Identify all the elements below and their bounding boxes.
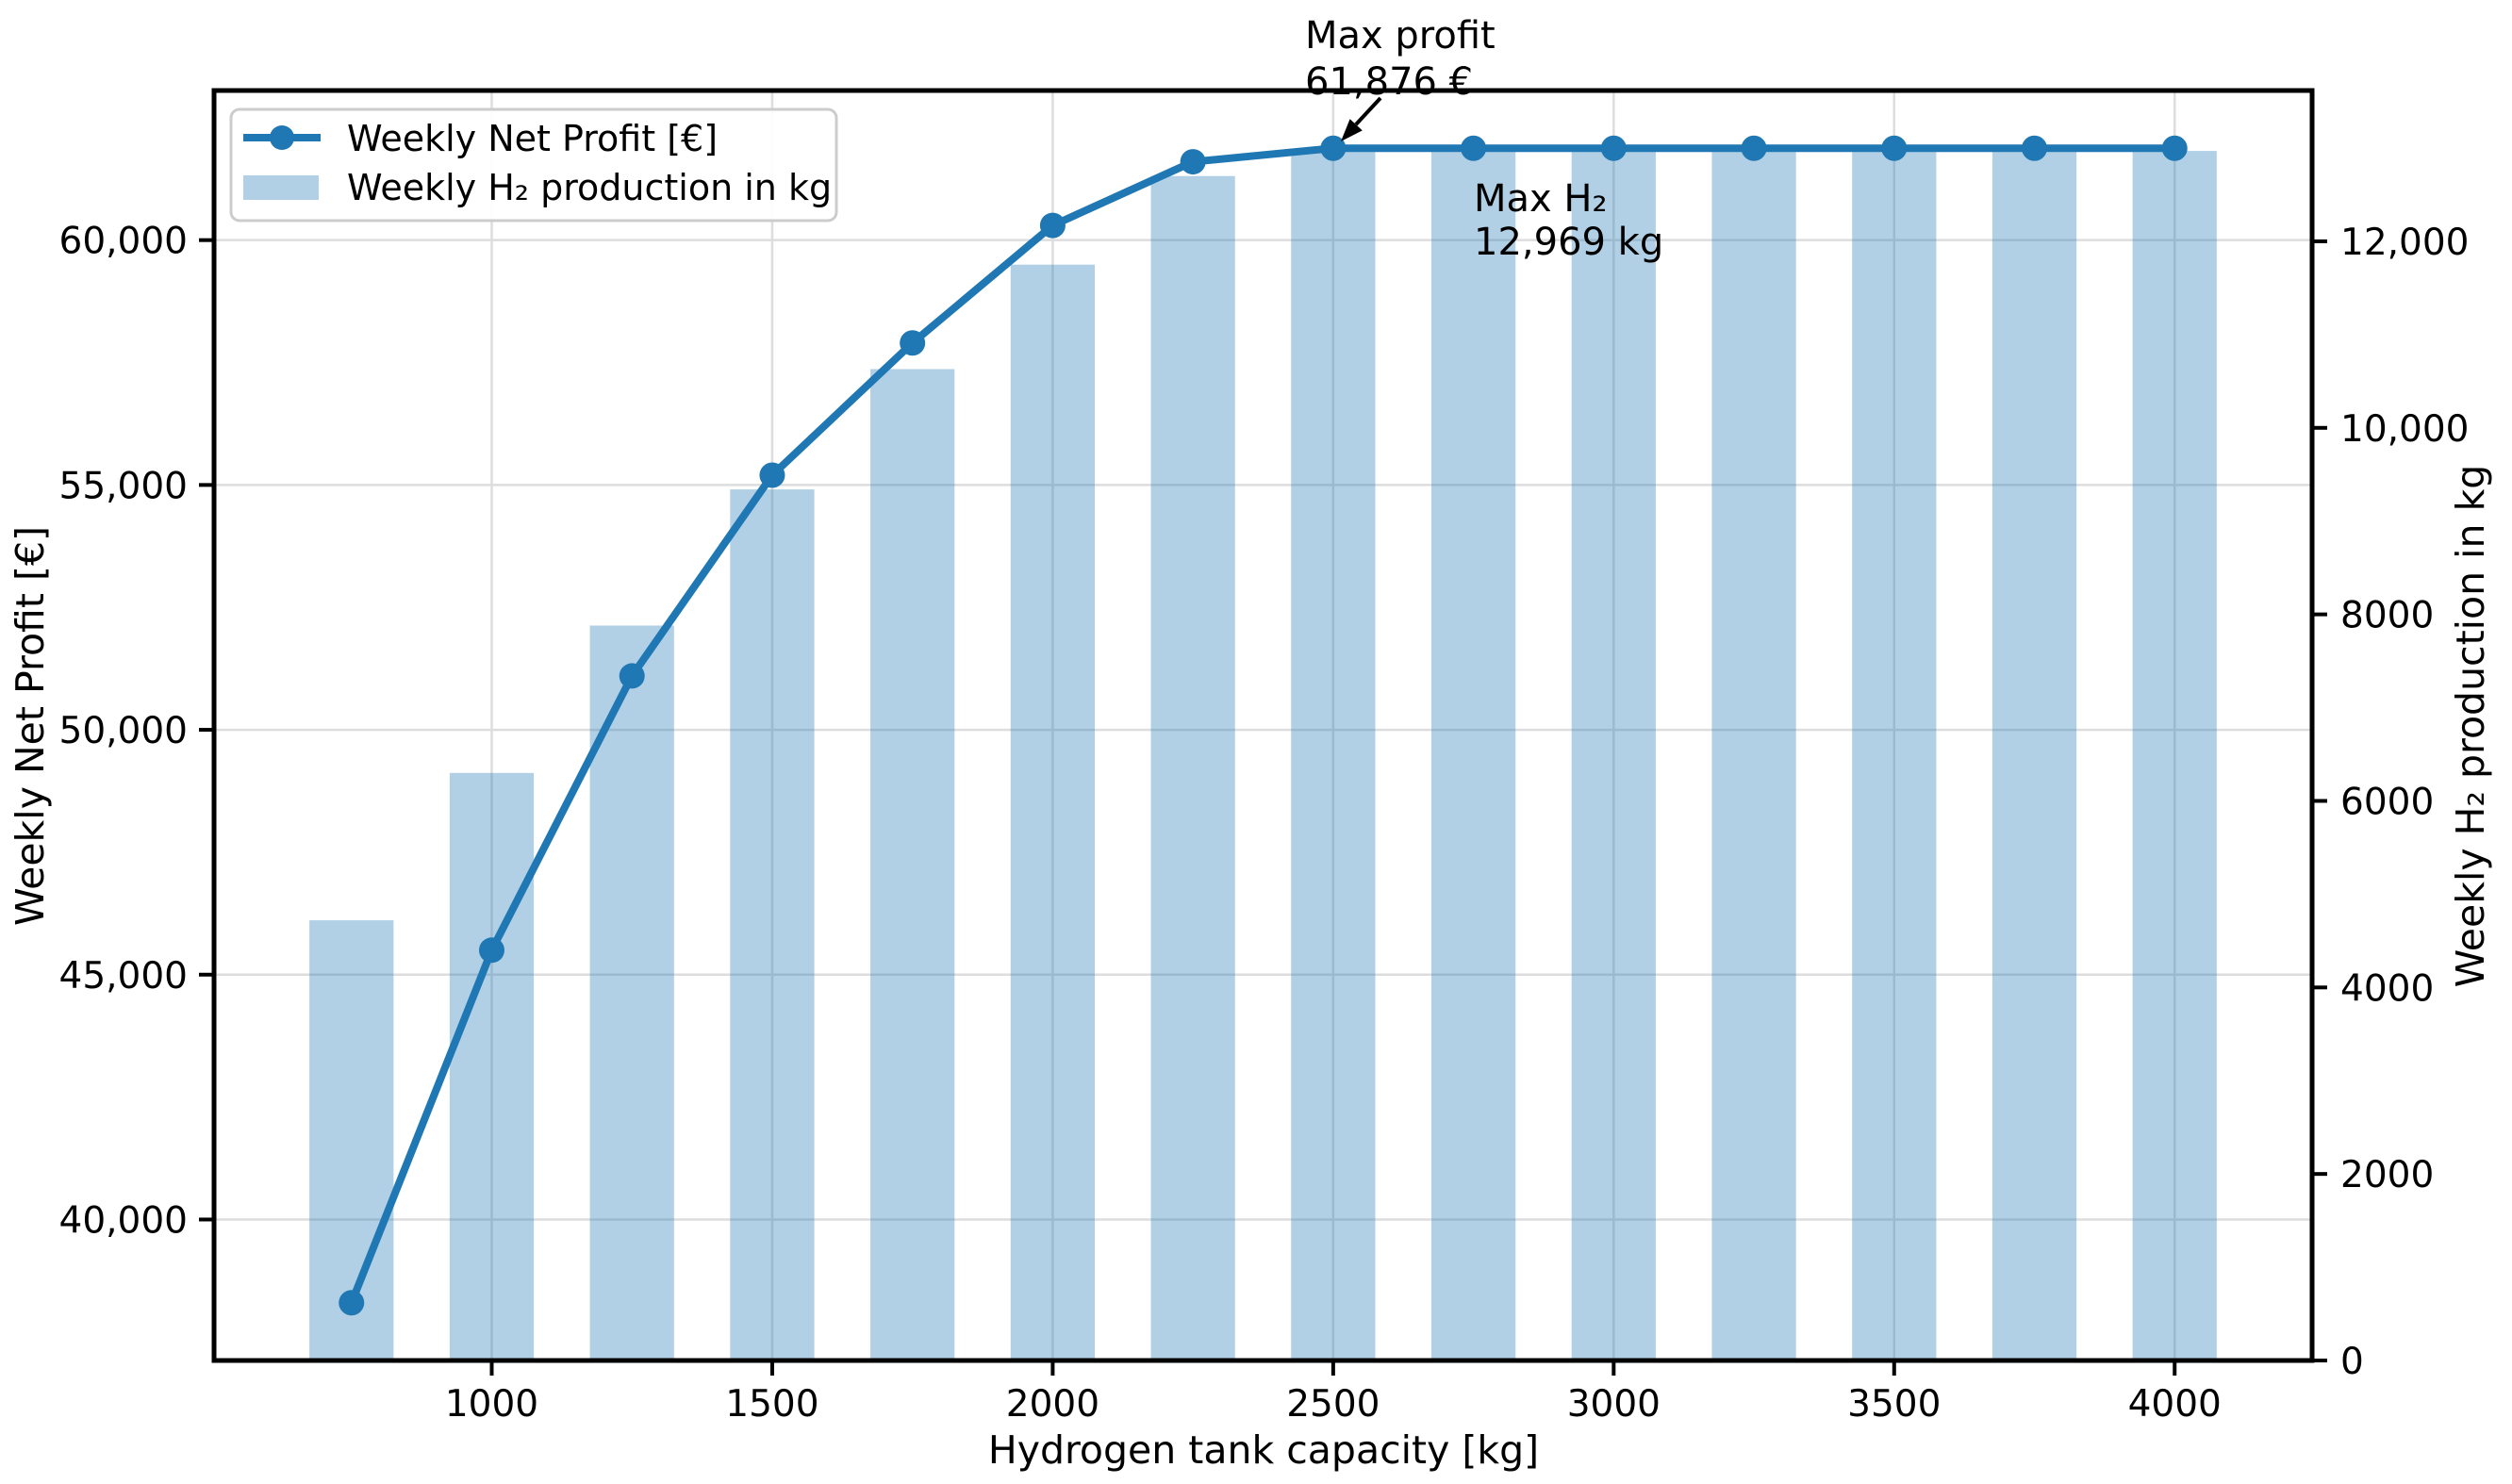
h2-production-bar xyxy=(2132,151,2217,1360)
right-y-tick-label: 6000 xyxy=(2340,781,2434,823)
net-profit-marker xyxy=(619,663,645,689)
x-axis-label: Hydrogen tank capacity [kg] xyxy=(988,1427,1539,1473)
net-profit-marker xyxy=(2022,135,2048,161)
x-tick-label: 1500 xyxy=(725,1383,818,1426)
x-tick-label: 2000 xyxy=(1006,1383,1099,1426)
right-y-tick-label: 12,000 xyxy=(2340,222,2469,264)
legend-label-h2-production: Weekly H₂ production in kg xyxy=(347,167,832,208)
h2-production-bar xyxy=(730,489,815,1360)
plot-border xyxy=(211,88,2315,1363)
x-tick-label: 1000 xyxy=(445,1383,538,1426)
annotation-arrow-shaft xyxy=(1354,96,1382,126)
right-y-tick-label: 2000 xyxy=(2340,1154,2434,1196)
left-y-tick-label: 50,000 xyxy=(59,710,188,752)
x-tick-label: 3500 xyxy=(1847,1383,1941,1426)
right-y-tick-label: 0 xyxy=(2340,1341,2364,1383)
left-y-tick-label: 60,000 xyxy=(59,221,188,263)
annotation-max-h2-text: Max H₂ 12,969 kg xyxy=(1474,177,1663,264)
x-tick-label: 2500 xyxy=(1286,1383,1380,1426)
h2-production-bar xyxy=(1150,175,1235,1360)
h2-production-bar xyxy=(870,369,955,1360)
h2-production-bar xyxy=(449,772,535,1360)
legend: Weekly Net Profit [€] Weekly H₂ producti… xyxy=(229,107,838,223)
net-profit-marker xyxy=(900,330,926,356)
x-tick-label: 3000 xyxy=(1567,1383,1661,1426)
net-profit-marker xyxy=(1741,135,1767,161)
net-profit-marker xyxy=(1461,135,1487,161)
net-profit-line xyxy=(339,135,2188,1316)
left-y-tick-label: 55,000 xyxy=(59,465,188,507)
h2-production-bar xyxy=(1711,151,1796,1360)
net-profit-marker xyxy=(1320,135,1347,161)
right-y-tick-label: 4000 xyxy=(2340,967,2434,1010)
right-y-axis-label: Weekly H₂ production in kg xyxy=(2448,465,2493,988)
h2-production-bar xyxy=(1010,264,1096,1360)
net-profit-marker xyxy=(1039,212,1066,239)
net-profit-marker xyxy=(478,937,504,964)
h2-production-bar xyxy=(1991,151,2077,1360)
annotation-max-h2: Max H₂ 12,969 kg xyxy=(1474,177,1663,264)
right-y-tick-label: 8000 xyxy=(2340,595,2434,637)
left-y-tick-label: 45,000 xyxy=(59,955,188,998)
gridlines xyxy=(214,91,2312,1360)
left-y-tick-label: 40,000 xyxy=(59,1199,188,1242)
net-profit-marker xyxy=(1600,135,1627,161)
net-profit-marker xyxy=(759,462,785,488)
h2-production-bar xyxy=(1291,151,1376,1360)
x-tick-label: 4000 xyxy=(2128,1383,2222,1426)
legend-dot-marker xyxy=(270,125,294,150)
annotation-max-profit: Max profit 61,876 € xyxy=(1305,14,1507,141)
axis-ticks: 1000 1500 2000 2500 3000 3500 4000 40,000 45,000… xyxy=(59,221,2470,1426)
h2-production-bar xyxy=(1852,151,1937,1360)
h2-production-bar xyxy=(309,920,394,1360)
legend-label-net-profit: Weekly Net Profit [€] xyxy=(347,118,718,159)
h2-production-bar xyxy=(1571,151,1656,1360)
net-profit-marker xyxy=(1180,149,1206,175)
annotation-max-profit-text: Max profit 61,876 € xyxy=(1305,14,1507,104)
net-profit-polyline xyxy=(348,144,2175,1305)
h2-production-bar xyxy=(1430,151,1516,1360)
net-profit-marker xyxy=(339,1290,365,1316)
net-profit-marker xyxy=(1881,135,1908,161)
h2-production-bars xyxy=(309,151,2217,1360)
legend-box xyxy=(229,107,838,223)
annotation-arrow-head xyxy=(1341,119,1363,141)
legend-patch-marker xyxy=(243,175,319,200)
right-y-tick-label: 10,000 xyxy=(2340,408,2469,451)
left-y-axis-label: Weekly Net Profit [€] xyxy=(8,526,53,926)
h2-production-bar xyxy=(589,625,674,1360)
net-profit-marker xyxy=(2161,135,2188,161)
